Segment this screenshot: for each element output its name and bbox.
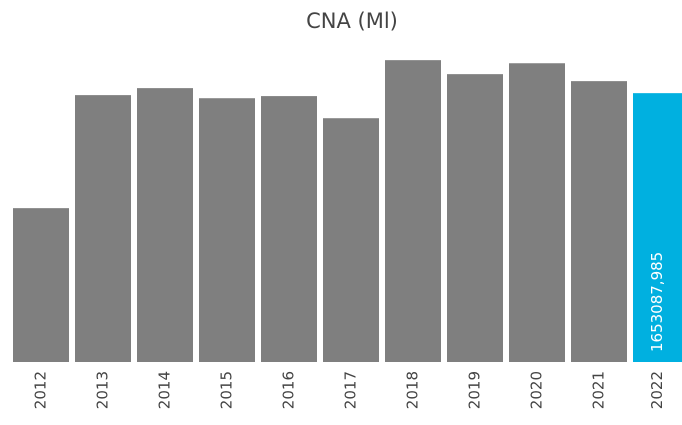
bar	[571, 81, 627, 363]
bar	[199, 98, 255, 362]
bar	[447, 74, 503, 363]
x-tick-label: 2021	[590, 371, 608, 409]
value-label: 1653087,985	[648, 252, 666, 352]
x-tick-label: 2014	[156, 371, 174, 409]
bar	[323, 118, 379, 362]
bar	[261, 96, 317, 363]
x-tick-label: 2018	[404, 371, 422, 409]
bar	[13, 208, 69, 362]
x-tick-label: 2016	[280, 371, 298, 409]
bar	[137, 88, 193, 362]
bar	[385, 60, 441, 362]
x-tick-label: 2020	[528, 371, 546, 409]
bar	[509, 63, 565, 362]
x-tick-label: 2019	[466, 371, 484, 409]
bar	[75, 95, 131, 362]
x-tick-label: 2022	[648, 371, 666, 409]
x-tick-label: 2015	[218, 371, 236, 409]
bar	[633, 93, 682, 362]
chart-title: CNA (Ml)	[306, 9, 398, 33]
x-tick-label: 2013	[94, 371, 112, 409]
x-tick-label: 2012	[32, 371, 50, 409]
x-tick-label: 2017	[342, 371, 360, 409]
